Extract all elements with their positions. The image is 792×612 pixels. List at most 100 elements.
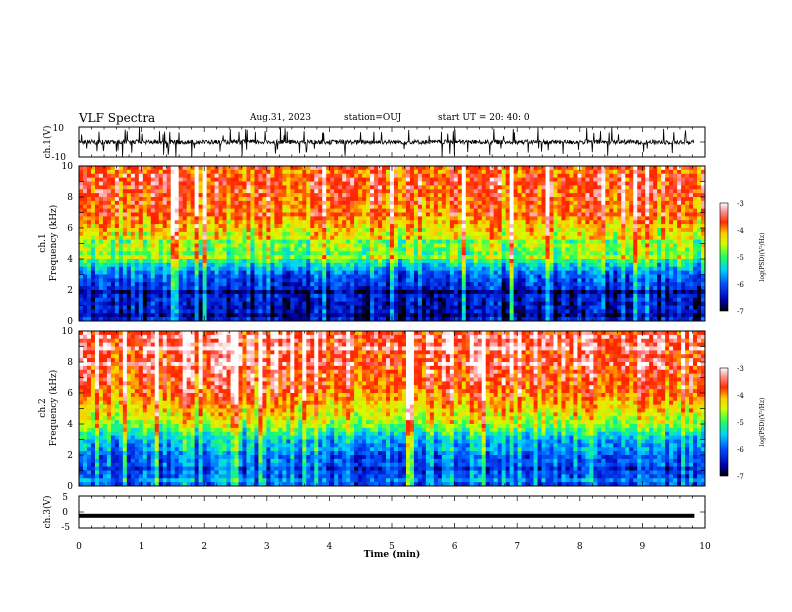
spectrogram-cell (198, 166, 204, 171)
spectrogram-cell (593, 189, 598, 194)
spectrogram-cell (525, 212, 530, 217)
spectrogram-cell (366, 220, 371, 225)
spectrogram-cell (689, 262, 694, 268)
spectrogram-cell (545, 224, 550, 229)
spectrogram-cell (110, 193, 116, 198)
spectrogram-cell (501, 251, 507, 256)
spectrogram-cell (445, 216, 451, 221)
spectrogram-cell (669, 181, 674, 186)
spectrogram-cell (541, 247, 546, 252)
spectrogram-cell (374, 239, 379, 244)
spectrogram-cell (469, 274, 475, 279)
spectrogram-cell (318, 185, 323, 190)
spectrogram-cell (382, 235, 387, 241)
spectrogram-cell (505, 274, 511, 279)
spectrogram-cell (473, 220, 479, 225)
spectrogram-cell (378, 212, 383, 217)
spectrogram-cell (445, 243, 451, 248)
spectrogram-cell (633, 193, 638, 198)
spectrogram-cell (585, 270, 590, 275)
spectrogram-cell (226, 197, 231, 202)
spectrogram-cell (79, 239, 84, 244)
spectrogram-cell (338, 259, 343, 264)
spectrogram-cell (405, 185, 411, 190)
spectrogram-cell (266, 228, 271, 233)
spectrogram-cell (274, 278, 279, 283)
spectrogram-cell (326, 216, 331, 221)
spectrogram-cell (122, 231, 128, 237)
spectrogram-cell (366, 259, 371, 264)
spectrogram-cell (417, 177, 423, 182)
spectrogram-cell (338, 243, 343, 248)
spectrogram-cell (493, 231, 499, 237)
spectrogram-cell (473, 228, 479, 233)
spectrogram-cell (461, 239, 467, 244)
spectrogram-cell (90, 173, 96, 179)
spectrogram-cell (601, 243, 606, 248)
spectrogram-cell (465, 274, 471, 279)
spectrogram-cell (282, 266, 287, 272)
spectrogram-cell (382, 255, 387, 260)
spectrogram-cell (238, 255, 243, 260)
spectrogram-cell (573, 278, 578, 283)
spectrogram-cell (565, 208, 570, 213)
spectrogram-cell (206, 216, 211, 221)
spectrogram-cell (613, 220, 618, 225)
spectrogram-cell (79, 247, 84, 252)
spectrogram-cell (693, 231, 698, 237)
spectrogram-cell (330, 259, 335, 264)
spectrogram-cell (382, 251, 387, 256)
spectrogram-cell (94, 166, 100, 171)
spectrogram-cell (637, 189, 642, 194)
spectrogram-cell (290, 247, 295, 252)
spectrogram-cell (90, 262, 96, 268)
spectrogram-cell (186, 173, 192, 179)
spectrogram-cell (122, 270, 128, 275)
spectrogram-cell (489, 181, 495, 186)
spectrogram-cell (206, 204, 211, 210)
spectrogram-cell (218, 204, 223, 210)
spectrogram-cell (653, 228, 658, 233)
spectrogram-cell (146, 278, 152, 283)
spectrogram-cell (250, 181, 255, 186)
spectrogram-cell (645, 177, 650, 182)
spectrogram-cell (270, 259, 275, 264)
spectrogram-cell (230, 173, 235, 179)
spectrogram-cell (246, 193, 251, 198)
spectrogram-cell (597, 243, 602, 248)
spectrogram-cell (457, 208, 463, 213)
spectrogram-cell (86, 255, 92, 260)
spectrogram-cell (358, 231, 363, 237)
spectrogram-cell (310, 262, 315, 268)
spectrogram-cell (302, 220, 307, 225)
spectrogram-cell (254, 282, 259, 287)
spectrogram-cell (302, 239, 307, 244)
spectrogram-cell (525, 166, 530, 171)
spectrogram-cell (198, 239, 204, 244)
spectrogram-cell (158, 243, 164, 248)
spectrogram-cell (453, 255, 459, 260)
spectrogram-cell (230, 197, 235, 202)
spectrogram-cell (298, 173, 303, 179)
spectrogram-cell (370, 189, 375, 194)
spectrogram-cell (541, 259, 546, 264)
spectrogram-cell (374, 204, 379, 210)
spectrogram-cell (401, 189, 407, 194)
spectrogram-cell (581, 220, 586, 225)
spectrogram-cell (290, 185, 295, 190)
spectrogram-cell (382, 177, 387, 182)
spectrogram-cell (565, 251, 570, 256)
spectrogram-cell (338, 193, 343, 198)
spectrogram-cell (174, 228, 180, 233)
spectrogram-cell (593, 239, 598, 244)
spectrogram-cell (665, 259, 670, 264)
spectrogram-cell (561, 204, 566, 210)
spectrogram-cell (605, 208, 610, 213)
spectrogram-cell (401, 193, 407, 198)
spectrogram-cell (681, 282, 686, 287)
spectrogram-cell (565, 228, 570, 233)
spectrogram-cell (477, 169, 483, 175)
spectrogram-cell (577, 200, 582, 206)
spectrogram-cell (497, 270, 503, 275)
spectrogram-cell (134, 231, 140, 237)
